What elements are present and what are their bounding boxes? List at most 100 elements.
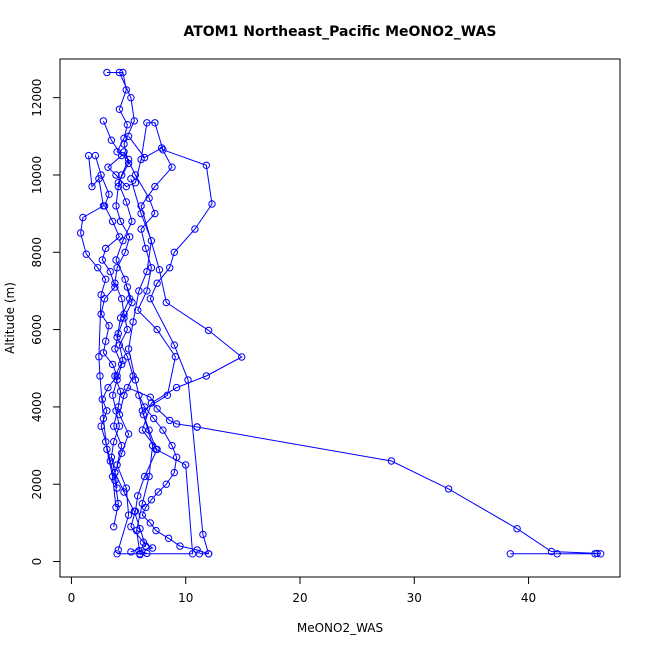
data-point <box>153 445 161 454</box>
series <box>124 132 246 559</box>
data-point <box>176 542 184 550</box>
data-point <box>121 275 129 283</box>
data-point <box>151 119 159 127</box>
data-point <box>108 391 117 399</box>
y-axis: 0 2000 4000 6000 8000 10000 12000 <box>30 79 61 566</box>
data-point <box>111 345 119 353</box>
data-point <box>120 134 128 142</box>
data-point <box>153 325 161 334</box>
data-point <box>131 171 140 179</box>
data-point <box>140 403 149 411</box>
data-point <box>102 244 110 253</box>
data-point <box>84 151 93 160</box>
x-tick-label: 20 <box>292 591 307 605</box>
data-point <box>143 267 151 276</box>
data-point <box>152 526 160 535</box>
data-point <box>105 190 113 199</box>
data-point <box>193 546 201 554</box>
data-point <box>130 117 139 125</box>
data-point <box>114 179 123 187</box>
series <box>135 391 213 558</box>
data-point <box>110 422 118 430</box>
data-point <box>103 407 111 415</box>
data-point <box>193 423 201 431</box>
data-point <box>108 360 117 369</box>
data-point <box>111 468 119 477</box>
data-point <box>159 426 167 434</box>
data-point <box>108 217 117 226</box>
data-point <box>112 171 120 179</box>
data-point <box>76 229 85 237</box>
data-point <box>134 492 142 500</box>
data-point <box>137 155 145 164</box>
data-point <box>147 237 156 245</box>
data-point <box>124 132 133 141</box>
data-point <box>159 146 167 154</box>
data-point <box>127 523 135 531</box>
x-tick-label: 10 <box>178 591 193 605</box>
data-point <box>146 295 155 303</box>
y-tick-label: 0 <box>30 558 44 566</box>
data-point <box>114 329 123 338</box>
data-point <box>127 94 135 102</box>
data-point <box>95 175 103 183</box>
data-point <box>139 410 148 419</box>
data-point <box>79 213 87 222</box>
data-point <box>99 202 108 210</box>
data-point <box>118 171 126 179</box>
data-point <box>120 148 128 156</box>
data-point <box>99 414 108 423</box>
data-point <box>103 68 111 77</box>
data-point <box>118 151 126 160</box>
data-point <box>96 372 104 380</box>
data-point <box>118 449 126 457</box>
data-point <box>172 420 181 428</box>
data-point <box>104 163 112 171</box>
data-point <box>137 225 145 233</box>
data-point <box>113 264 121 272</box>
data-point <box>124 511 133 519</box>
data-point <box>202 161 211 170</box>
series-line <box>138 395 209 555</box>
series <box>111 68 150 556</box>
data-point <box>118 360 126 369</box>
data-point <box>553 550 561 558</box>
x-tick-label: 30 <box>407 591 422 605</box>
data-point <box>139 538 148 546</box>
data-point <box>123 383 132 392</box>
data-point <box>112 256 120 264</box>
data-point <box>97 310 105 318</box>
data-point <box>114 546 123 554</box>
data-point <box>110 438 118 446</box>
data-point <box>134 306 142 314</box>
data-point <box>148 441 157 450</box>
data-point <box>97 171 105 179</box>
data-point <box>113 550 121 558</box>
data-point <box>135 287 143 295</box>
y-tick-label: 6000 <box>30 314 44 345</box>
y-tick-label: 10000 <box>30 156 44 194</box>
data-point <box>199 530 207 539</box>
data-point <box>103 445 111 454</box>
data-point <box>143 287 151 295</box>
data-point <box>154 488 163 496</box>
data-point <box>111 476 119 485</box>
data-point <box>124 430 133 438</box>
series-line <box>117 151 194 555</box>
data-point <box>99 349 108 357</box>
data-point <box>145 472 153 481</box>
data-point <box>146 393 155 401</box>
data-point <box>387 457 396 465</box>
data-point <box>113 484 121 492</box>
data-point <box>116 217 125 226</box>
data-point <box>155 266 164 274</box>
data-point <box>136 550 144 558</box>
x-axis: 0 10 20 30 40 <box>68 576 536 605</box>
data-point <box>158 144 166 152</box>
y-tick-label: 2000 <box>30 469 44 500</box>
data-point <box>140 153 149 162</box>
series <box>124 175 157 558</box>
data-point <box>591 550 599 558</box>
data-point <box>107 136 116 144</box>
